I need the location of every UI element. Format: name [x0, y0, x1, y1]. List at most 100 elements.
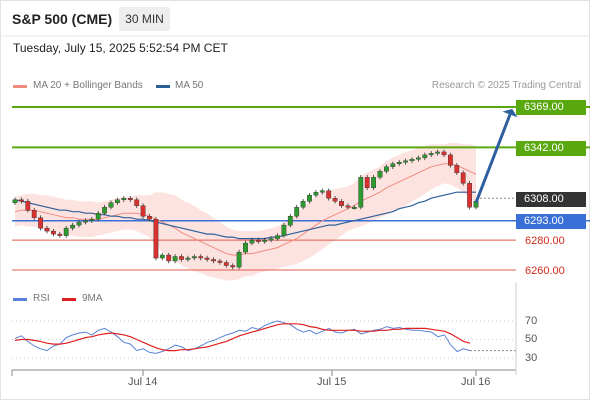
- rsi-legend-label: RSI: [33, 293, 50, 304]
- candle-body: [19, 199, 24, 202]
- candle-body: [390, 163, 396, 168]
- candle-body: [467, 183, 472, 208]
- rsi-tick-30: 30: [525, 352, 538, 364]
- candle-body: [108, 202, 114, 208]
- candle-body: [409, 159, 415, 162]
- candle-body: [326, 190, 332, 199]
- ticker-title: S&P 500 (CME): [12, 11, 113, 27]
- candle-body: [287, 215, 293, 226]
- candle-body: [217, 260, 223, 263]
- level-tag-6293: 6293.00: [516, 214, 586, 229]
- rsi-tick-70: 70: [525, 315, 538, 327]
- candle-body: [191, 256, 197, 259]
- candle-body: [249, 239, 255, 244]
- candle-body: [95, 212, 101, 220]
- rsi-ma-legend-label: 9MA: [82, 293, 103, 304]
- candle-body: [262, 239, 268, 242]
- candle-body: [172, 256, 178, 262]
- level-tag-6342: 6342.00: [516, 141, 586, 156]
- candle-body: [268, 238, 274, 241]
- candle-body: [448, 154, 453, 166]
- candle-body: [166, 254, 172, 262]
- candle-body: [243, 242, 248, 253]
- candle-body: [435, 151, 440, 154]
- rsi-tick-50: 50: [525, 333, 538, 345]
- candle-body: [454, 165, 460, 174]
- candle-body: [313, 191, 319, 196]
- candle-body: [358, 177, 364, 208]
- level-label-6260: 6260.00: [525, 265, 565, 277]
- candle-body: [223, 262, 229, 266]
- level-tag-6308: 6308.00: [516, 192, 586, 207]
- candle-body: [230, 265, 236, 268]
- candle-body: [44, 227, 50, 232]
- candle-body: [416, 157, 421, 160]
- level-tag-6369: 6369.00: [516, 100, 586, 115]
- candle-body: [403, 160, 408, 163]
- research-credit: Research © 2025 Trading Central: [431, 80, 581, 91]
- candle-body: [159, 254, 165, 259]
- candle-body: [396, 162, 402, 165]
- candle-body: [114, 199, 120, 203]
- x-tick-jul16: Jul 16: [461, 376, 491, 388]
- candle-body: [12, 199, 18, 203]
- candle-body: [339, 200, 344, 206]
- candle-body: [89, 218, 95, 221]
- rsi-ma-line: [14, 323, 471, 352]
- x-tick-jul14: Jul 14: [128, 376, 158, 388]
- candle-body: [127, 197, 133, 200]
- candle-body: [377, 171, 383, 178]
- candle-body: [25, 200, 31, 211]
- candle-body: [384, 166, 389, 172]
- candle-body: [204, 257, 210, 260]
- candle-body: [255, 239, 261, 242]
- candle-body: [319, 190, 325, 193]
- candle-body: [134, 199, 140, 206]
- ma50-line: [14, 191, 476, 240]
- candle-body: [140, 205, 146, 217]
- candle-body: [179, 256, 184, 260]
- candle-body: [211, 259, 216, 262]
- candle-body: [147, 215, 152, 220]
- rsi-ma-legend-swatch: [62, 298, 76, 301]
- ma20-legend-label: MA 20 + Bollinger Bands: [33, 80, 143, 91]
- candle-body: [428, 153, 434, 156]
- candle-body: [351, 206, 357, 209]
- x-tick-jul15: Jul 15: [317, 376, 347, 388]
- candle-body: [294, 206, 300, 217]
- chart-datetime: Tuesday, July 15, 2025 5:52:54 PM CET: [13, 41, 228, 55]
- rsi-legend-swatch: [13, 298, 27, 301]
- candle-body: [57, 233, 63, 236]
- forecast-arrow-head: [502, 108, 518, 118]
- candle-body: [31, 209, 37, 218]
- candle-body: [275, 235, 280, 239]
- candle-body: [70, 224, 76, 229]
- candle-body: [198, 256, 204, 259]
- candle-body: [441, 151, 447, 156]
- ma20-legend-swatch: [13, 85, 27, 88]
- chart-header: S&P 500 (CME) 30 MIN: [0, 0, 590, 36]
- rsi-line: [14, 320, 471, 354]
- candle-body: [82, 220, 88, 223]
- ma50-legend-swatch: [156, 85, 170, 88]
- ma50-legend-label: MA 50: [175, 80, 204, 91]
- candle-body: [63, 227, 69, 236]
- bollinger-band: [15, 142, 476, 281]
- rsi-panel: [12, 320, 516, 359]
- candle-body: [76, 221, 82, 226]
- candle-body: [102, 206, 108, 214]
- timeframe-badge[interactable]: 30 MIN: [119, 7, 170, 31]
- candle-body: [422, 154, 428, 159]
- candle-body: [371, 177, 376, 189]
- price-panel: [12, 106, 590, 281]
- forecast-arrow-shaft: [474, 113, 512, 204]
- candle-body: [281, 224, 287, 236]
- level-label-6280: 6280.00: [525, 235, 565, 247]
- candle-body: [121, 197, 127, 200]
- candle-body: [345, 205, 351, 208]
- candle-body: [460, 172, 466, 184]
- candle-body: [38, 217, 44, 229]
- candle-body: [236, 251, 242, 268]
- candle-body: [364, 177, 370, 189]
